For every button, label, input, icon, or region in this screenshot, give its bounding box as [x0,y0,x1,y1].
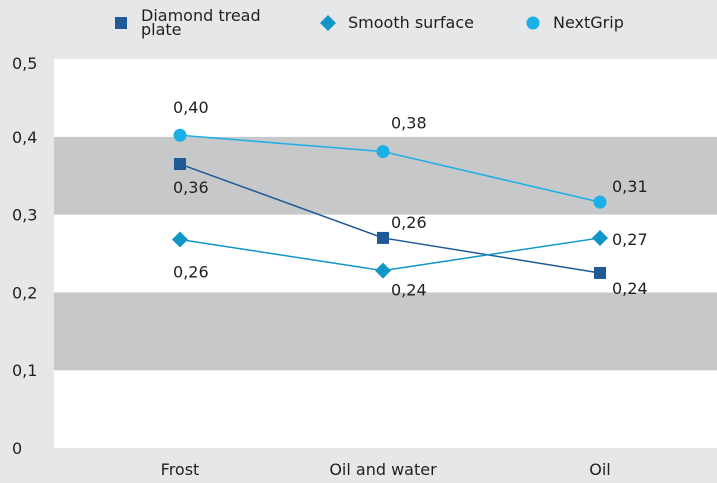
plot-band [54,59,717,137]
data-point-marker [377,231,389,244]
data-point-marker [593,195,607,209]
data-label: 0,36 [173,178,209,197]
y-tick-label: 0,3 [12,206,37,225]
data-label: 0,24 [612,279,648,298]
y-tick-label: 0 [12,439,22,458]
y-tick-label: 0,1 [12,361,37,380]
data-point-marker [375,262,391,279]
x-category-label: Oil and water [329,460,437,479]
legend-marker [526,16,540,30]
data-point-marker [174,158,186,171]
data-point-marker [173,128,187,142]
data-point-marker [172,231,188,248]
data-label: 0,27 [612,230,648,249]
data-point-marker [592,229,608,246]
series-markers [172,128,608,279]
y-tick-label: 0,4 [12,128,37,147]
x-category-label: Frost [161,460,200,479]
plot-band [54,370,717,448]
legend-label: plate [141,20,182,39]
x-axis-categories: Frost Oil and water Oil [161,460,611,479]
plot-bands [54,59,717,448]
data-label: 0,26 [391,213,427,232]
data-label: 0,38 [391,114,427,133]
data-labels: 0,36 0,26 0,24 0,26 0,24 0,27 0,40 0,38 0,31 [173,98,648,299]
data-point-marker [594,266,606,279]
data-label: 0,26 [173,262,209,281]
y-tick-label: 0,5 [12,54,37,73]
legend-label: NextGrip [553,13,624,32]
data-label: 0,24 [391,281,427,300]
y-axis-ticks: 0 0,1 0,2 0,3 0,4 0,5 [12,54,37,458]
legend-label: Diamond tread [141,6,261,25]
y-tick-label: 0,2 [12,283,37,302]
plot-band [54,214,717,293]
plot-band [54,292,717,371]
data-label: 0,40 [173,98,209,117]
legend-marker [115,17,127,29]
legend-label: Smooth surface [348,13,474,32]
legend-marker [320,15,336,31]
x-category-label: Oil [589,460,610,479]
data-point-marker [376,145,390,159]
data-label: 0,31 [612,177,648,196]
